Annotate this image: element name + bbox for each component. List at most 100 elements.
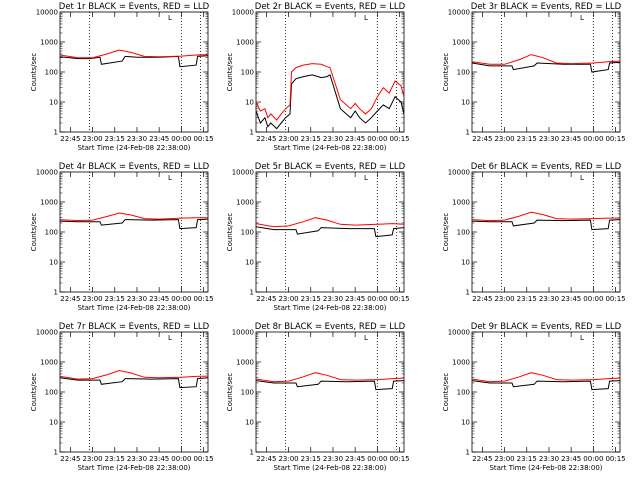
events-series-line bbox=[60, 218, 208, 230]
flag-label: L bbox=[364, 334, 368, 342]
y-axis-label: Counts/sec bbox=[226, 373, 234, 412]
x-tick-label: 00:15 bbox=[193, 455, 213, 463]
x-tick-label: 23:00 bbox=[494, 295, 514, 303]
y-tick-label: 1000 bbox=[40, 199, 58, 207]
x-axis-label: Start Time (24-Feb-08 22:38:00) bbox=[273, 304, 386, 312]
lld-series-line bbox=[60, 212, 208, 222]
y-tick-label: 1 bbox=[466, 129, 470, 137]
x-tick-label: 23:45 bbox=[561, 295, 581, 303]
x-tick-label: 23:00 bbox=[494, 135, 514, 143]
y-tick-label: 10000 bbox=[232, 9, 254, 17]
x-tick-label: 00:00 bbox=[171, 295, 191, 303]
y-tick-label: 100 bbox=[457, 69, 470, 77]
events-series-line bbox=[472, 380, 620, 391]
panel-det-1: Det 1r BLACK = Events, RED = LLD 1 10 100 10… bbox=[30, 2, 214, 152]
y-tick-label: 1000 bbox=[236, 359, 254, 367]
panel-det-8: Det 8r BLACK = Events, RED = LLD 1 10 100 10… bbox=[226, 322, 410, 472]
y-tick-label: 100 bbox=[45, 69, 58, 77]
plot-frame bbox=[471, 171, 621, 293]
events-series-line bbox=[60, 55, 208, 68]
y-tick-label: 10 bbox=[245, 259, 254, 267]
x-tick-label: 23:30 bbox=[127, 295, 147, 303]
y-tick-label: 10000 bbox=[232, 169, 254, 177]
panel-det-2: Det 2r BLACK = Events, RED = LLD 1 10 100 10… bbox=[226, 2, 410, 152]
panel-title: Det 6r BLACK = Events, RED = LLD bbox=[471, 162, 622, 172]
y-tick-label: 100 bbox=[457, 389, 470, 397]
y-tick-label: 10000 bbox=[36, 9, 58, 17]
x-tick-label: 23:45 bbox=[149, 295, 169, 303]
y-tick-label: 10 bbox=[245, 99, 254, 107]
y-tick-label: 1 bbox=[466, 449, 470, 457]
panel-det-4: Det 4r BLACK = Events, RED = LLD 1 10 100 10… bbox=[30, 162, 214, 312]
events-series-line bbox=[472, 219, 620, 231]
x-tick-label: 23:00 bbox=[278, 135, 298, 143]
y-tick-label: 1 bbox=[250, 289, 254, 297]
x-tick-label: 23:15 bbox=[301, 455, 321, 463]
x-tick-label: 00:00 bbox=[367, 455, 387, 463]
x-tick-label: 22:45 bbox=[60, 135, 80, 143]
y-tick-label: 1000 bbox=[452, 359, 470, 367]
x-tick-label: 00:15 bbox=[389, 455, 409, 463]
lld-series-line bbox=[472, 211, 620, 222]
panel-det-3: Det 3r BLACK = Events, RED = LLD 1 10 100 10… bbox=[442, 2, 626, 143]
panel-title: Det 7r BLACK = Events, RED = LLD bbox=[59, 322, 210, 332]
x-tick-label: 23:45 bbox=[561, 455, 581, 463]
flag-label: L bbox=[168, 334, 172, 342]
x-tick-label: 00:15 bbox=[389, 295, 409, 303]
y-tick-label: 1000 bbox=[236, 199, 254, 207]
y-tick-label: 100 bbox=[241, 389, 254, 397]
events-series-line bbox=[472, 61, 620, 73]
y-tick-label: 10 bbox=[49, 99, 58, 107]
lld-series-line bbox=[256, 63, 404, 121]
x-tick-label: 22:45 bbox=[472, 295, 492, 303]
plot-frame bbox=[255, 11, 405, 133]
y-tick-label: 1 bbox=[54, 129, 58, 137]
x-tick-label: 22:45 bbox=[60, 455, 80, 463]
x-tick-label: 23:30 bbox=[323, 295, 343, 303]
y-tick-label: 10000 bbox=[232, 329, 254, 337]
plot-frame bbox=[471, 331, 621, 453]
x-axis-label: Start Time (24-Feb-08 22:38:00) bbox=[77, 144, 190, 152]
plot-frame bbox=[471, 11, 621, 133]
x-tick-label: 23:15 bbox=[105, 455, 125, 463]
y-axis-label: Counts/sec bbox=[442, 373, 450, 412]
y-tick-label: 10 bbox=[49, 419, 58, 427]
plot-frame bbox=[255, 331, 405, 453]
x-tick-label: 23:45 bbox=[149, 455, 169, 463]
y-tick-label: 1000 bbox=[40, 39, 58, 47]
x-tick-label: 00:00 bbox=[367, 295, 387, 303]
x-tick-label: 23:15 bbox=[517, 135, 537, 143]
events-series-line bbox=[60, 377, 208, 389]
x-tick-label: 23:00 bbox=[494, 455, 514, 463]
plot-frame bbox=[59, 171, 209, 293]
y-axis-label: Counts/sec bbox=[30, 373, 38, 412]
events-series-line bbox=[256, 74, 404, 130]
y-tick-label: 1000 bbox=[452, 39, 470, 47]
y-tick-label: 100 bbox=[241, 69, 254, 77]
x-tick-label: 00:15 bbox=[605, 455, 625, 463]
x-tick-label: 23:00 bbox=[82, 135, 102, 143]
y-tick-label: 10 bbox=[245, 419, 254, 427]
y-tick-label: 1 bbox=[54, 289, 58, 297]
lld-series-line bbox=[472, 372, 620, 383]
lld-series-line bbox=[60, 369, 208, 380]
x-tick-label: 00:15 bbox=[605, 135, 625, 143]
x-tick-label: 22:45 bbox=[60, 295, 80, 303]
x-tick-label: 00:15 bbox=[193, 295, 213, 303]
x-tick-label: 00:15 bbox=[389, 135, 409, 143]
x-tick-label: 23:00 bbox=[82, 455, 102, 463]
x-tick-label: 23:15 bbox=[105, 135, 125, 143]
y-tick-label: 10000 bbox=[448, 169, 470, 177]
x-tick-label: 23:45 bbox=[149, 135, 169, 143]
y-tick-label: 100 bbox=[457, 229, 470, 237]
x-tick-label: 23:45 bbox=[345, 295, 365, 303]
x-tick-label: 00:00 bbox=[583, 455, 603, 463]
x-tick-label: 00:15 bbox=[193, 135, 213, 143]
x-tick-label: 00:00 bbox=[583, 295, 603, 303]
y-tick-label: 1 bbox=[250, 129, 254, 137]
y-tick-label: 100 bbox=[241, 229, 254, 237]
x-tick-label: 23:45 bbox=[345, 135, 365, 143]
y-tick-label: 100 bbox=[45, 389, 58, 397]
x-tick-label: 23:30 bbox=[539, 295, 559, 303]
y-tick-label: 10 bbox=[461, 259, 470, 267]
